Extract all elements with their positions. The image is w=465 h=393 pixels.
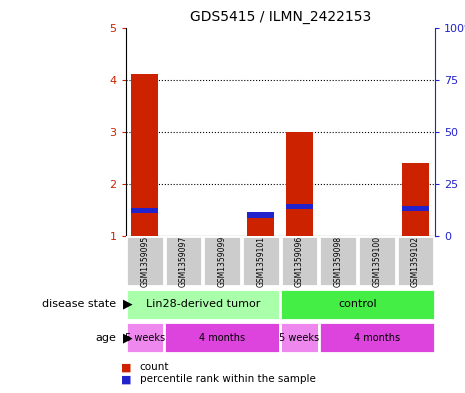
- Text: GSM1359102: GSM1359102: [411, 236, 420, 287]
- Bar: [286, 204, 313, 209]
- Text: ■: ■: [121, 362, 132, 373]
- Text: count: count: [140, 362, 169, 373]
- Text: 5 weeks: 5 weeks: [125, 332, 165, 343]
- Text: GSM1359099: GSM1359099: [218, 236, 226, 287]
- Bar: [203, 236, 241, 286]
- Text: GSM1359095: GSM1359095: [140, 236, 149, 287]
- Text: Lin28-derived tumor: Lin28-derived tumor: [146, 299, 260, 309]
- Text: GSM1359096: GSM1359096: [295, 236, 304, 287]
- Bar: [280, 289, 435, 320]
- Bar: [247, 212, 274, 218]
- Bar: [164, 322, 280, 353]
- Text: ▶: ▶: [123, 298, 133, 311]
- Bar: [280, 236, 319, 286]
- Bar: [358, 236, 396, 286]
- Text: disease state: disease state: [42, 299, 116, 309]
- Text: 4 months: 4 months: [354, 332, 400, 343]
- Text: control: control: [338, 299, 377, 309]
- Bar: [126, 236, 164, 286]
- Bar: [131, 74, 159, 236]
- Bar: [397, 236, 434, 286]
- Bar: [402, 163, 429, 236]
- Bar: [280, 322, 319, 353]
- Bar: [286, 132, 313, 236]
- Text: 5 weeks: 5 weeks: [279, 332, 319, 343]
- Bar: [126, 322, 164, 353]
- Bar: [319, 322, 435, 353]
- Text: GSM1359101: GSM1359101: [256, 236, 266, 287]
- Bar: [242, 236, 280, 286]
- Text: ■: ■: [121, 374, 132, 384]
- Bar: [247, 218, 274, 236]
- Bar: [319, 236, 357, 286]
- Text: percentile rank within the sample: percentile rank within the sample: [140, 374, 315, 384]
- Bar: [165, 236, 202, 286]
- Text: ▶: ▶: [123, 331, 133, 344]
- Text: GSM1359098: GSM1359098: [334, 236, 343, 287]
- Bar: [131, 208, 159, 213]
- Text: GSM1359097: GSM1359097: [179, 236, 188, 287]
- Bar: [126, 289, 280, 320]
- Text: 4 months: 4 months: [199, 332, 245, 343]
- Text: GSM1359100: GSM1359100: [372, 236, 381, 287]
- Text: age: age: [95, 332, 116, 343]
- Title: GDS5415 / ILMN_2422153: GDS5415 / ILMN_2422153: [190, 10, 371, 24]
- Bar: [402, 206, 429, 211]
